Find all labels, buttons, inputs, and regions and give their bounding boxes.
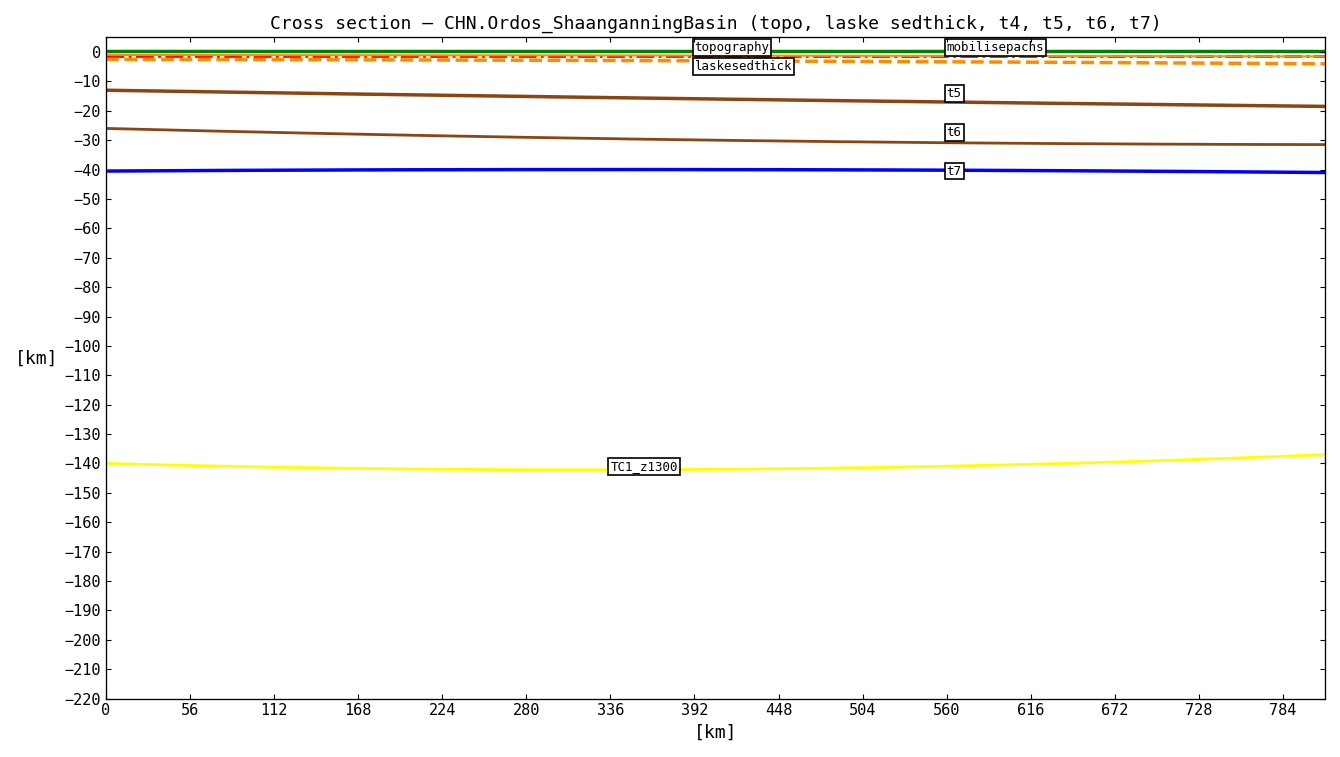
Text: t7: t7 — [946, 164, 962, 178]
Text: mobilisepachs: mobilisepachs — [946, 41, 1044, 54]
Text: t6: t6 — [946, 126, 962, 139]
Text: topography: topography — [694, 41, 769, 54]
Y-axis label: [km]: [km] — [15, 350, 59, 368]
Text: laskesedthick: laskesedthick — [694, 61, 792, 73]
Text: t5: t5 — [946, 86, 962, 100]
Title: Cross section – CHN.Ordos_ShaanganningBasin (topo, laske sedthick, t4, t5, t6, t: Cross section – CHN.Ordos_ShaanganningBa… — [269, 15, 1162, 33]
Text: TC1_z1300: TC1_z1300 — [610, 460, 678, 473]
X-axis label: [km]: [km] — [694, 724, 737, 742]
